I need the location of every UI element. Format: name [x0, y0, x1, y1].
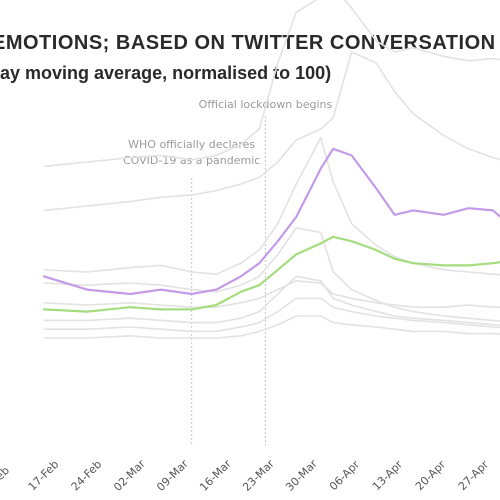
x-tick-label: 23-Mar: [240, 457, 277, 494]
x-tick-label: 16-Mar: [197, 457, 234, 494]
x-tick-label: 02-Mar: [111, 457, 148, 494]
x-tick-label: 20-Apr: [413, 458, 449, 494]
series-line-grey: [43, 137, 500, 276]
x-tick-label: 24-Feb: [69, 458, 105, 494]
series-line-green: [43, 235, 500, 313]
series-line-grey: [43, 315, 500, 339]
series-line-grey: [43, 297, 500, 333]
series-line-grey: [43, 275, 500, 327]
x-tick-label: 06-Apr: [327, 458, 363, 494]
series-line-grey: [43, 51, 500, 212]
series-line-grey: [43, 0, 500, 168]
x-tick-label: 30-Mar: [283, 457, 320, 494]
annotation-label: WHO officially declares: [128, 138, 255, 151]
x-tick-label: Feb: [0, 464, 12, 487]
x-tick-label: 27-Apr: [456, 458, 492, 494]
x-tick-label: 17-Feb: [26, 458, 62, 494]
x-tick-label: 09-Mar: [154, 457, 191, 494]
series-line-purple: [43, 147, 500, 296]
series-line-grey: [43, 280, 500, 308]
x-tick-label: 13-Apr: [370, 458, 406, 494]
series-line-grey: [43, 227, 500, 322]
chart-subtitle: ay moving average, normalised to 100): [0, 63, 332, 83]
chart-title: EMOTIONS; BASED ON TWITTER CONVERSATION …: [0, 32, 500, 54]
